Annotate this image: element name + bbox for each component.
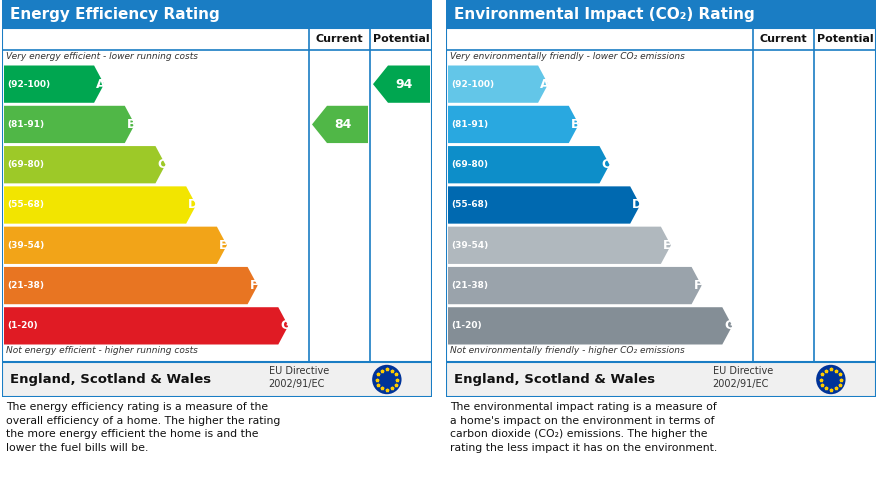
Polygon shape xyxy=(4,227,227,264)
Polygon shape xyxy=(448,186,641,224)
Text: G: G xyxy=(724,319,735,332)
Polygon shape xyxy=(448,146,610,183)
Text: E: E xyxy=(663,239,671,252)
Text: (69-80): (69-80) xyxy=(7,160,44,169)
Text: The environmental impact rating is a measure of
a home's impact on the environme: The environmental impact rating is a mea… xyxy=(450,402,717,453)
Circle shape xyxy=(816,365,846,394)
Text: (92-100): (92-100) xyxy=(7,80,50,89)
Text: (39-54): (39-54) xyxy=(7,241,44,250)
Text: (55-68): (55-68) xyxy=(451,201,488,210)
Text: Not environmentally friendly - higher CO₂ emissions: Not environmentally friendly - higher CO… xyxy=(450,346,685,355)
Text: England, Scotland & Wales: England, Scotland & Wales xyxy=(10,373,211,386)
Text: Potential: Potential xyxy=(373,34,429,44)
Polygon shape xyxy=(448,66,548,103)
Text: (21-38): (21-38) xyxy=(451,281,488,290)
Polygon shape xyxy=(4,66,104,103)
Text: (81-91): (81-91) xyxy=(7,120,44,129)
Text: D: D xyxy=(188,199,199,211)
Text: The energy efficiency rating is a measure of the
overall efficiency of a home. T: The energy efficiency rating is a measur… xyxy=(6,402,281,453)
Text: B: B xyxy=(127,118,136,131)
Polygon shape xyxy=(448,106,579,143)
Text: (55-68): (55-68) xyxy=(7,201,44,210)
Text: A: A xyxy=(96,77,106,91)
Text: F: F xyxy=(693,279,702,292)
Text: Environmental Impact (CO₂) Rating: Environmental Impact (CO₂) Rating xyxy=(454,6,755,22)
Text: (1-20): (1-20) xyxy=(7,321,38,330)
Text: (69-80): (69-80) xyxy=(451,160,488,169)
Text: EU Directive
2002/91/EC: EU Directive 2002/91/EC xyxy=(713,366,773,388)
Text: EU Directive
2002/91/EC: EU Directive 2002/91/EC xyxy=(268,366,329,388)
Polygon shape xyxy=(4,307,289,345)
Circle shape xyxy=(372,365,401,394)
Polygon shape xyxy=(312,106,368,143)
Text: 84: 84 xyxy=(334,118,352,131)
Text: England, Scotland & Wales: England, Scotland & Wales xyxy=(454,373,655,386)
Text: (1-20): (1-20) xyxy=(451,321,481,330)
Text: Very energy efficient - lower running costs: Very energy efficient - lower running co… xyxy=(6,52,198,61)
Text: Current: Current xyxy=(759,34,807,44)
Text: 94: 94 xyxy=(396,77,414,91)
Text: B: B xyxy=(571,118,580,131)
Text: F: F xyxy=(250,279,258,292)
Polygon shape xyxy=(4,267,258,304)
Text: Very environmentally friendly - lower CO₂ emissions: Very environmentally friendly - lower CO… xyxy=(450,52,685,61)
Polygon shape xyxy=(4,106,135,143)
Polygon shape xyxy=(4,186,196,224)
Text: Current: Current xyxy=(316,34,363,44)
Text: G: G xyxy=(281,319,290,332)
Text: (21-38): (21-38) xyxy=(7,281,44,290)
Text: D: D xyxy=(632,199,642,211)
Polygon shape xyxy=(448,227,671,264)
Text: E: E xyxy=(219,239,227,252)
Polygon shape xyxy=(373,66,430,103)
Polygon shape xyxy=(448,267,701,304)
Text: (39-54): (39-54) xyxy=(451,241,488,250)
Text: Energy Efficiency Rating: Energy Efficiency Rating xyxy=(10,6,220,22)
Text: Not energy efficient - higher running costs: Not energy efficient - higher running co… xyxy=(6,346,198,355)
Text: (81-91): (81-91) xyxy=(451,120,488,129)
Text: C: C xyxy=(158,158,166,171)
Text: (92-100): (92-100) xyxy=(451,80,495,89)
Polygon shape xyxy=(4,146,165,183)
Text: A: A xyxy=(540,77,550,91)
Text: C: C xyxy=(602,158,611,171)
Text: Potential: Potential xyxy=(817,34,873,44)
Polygon shape xyxy=(448,307,732,345)
